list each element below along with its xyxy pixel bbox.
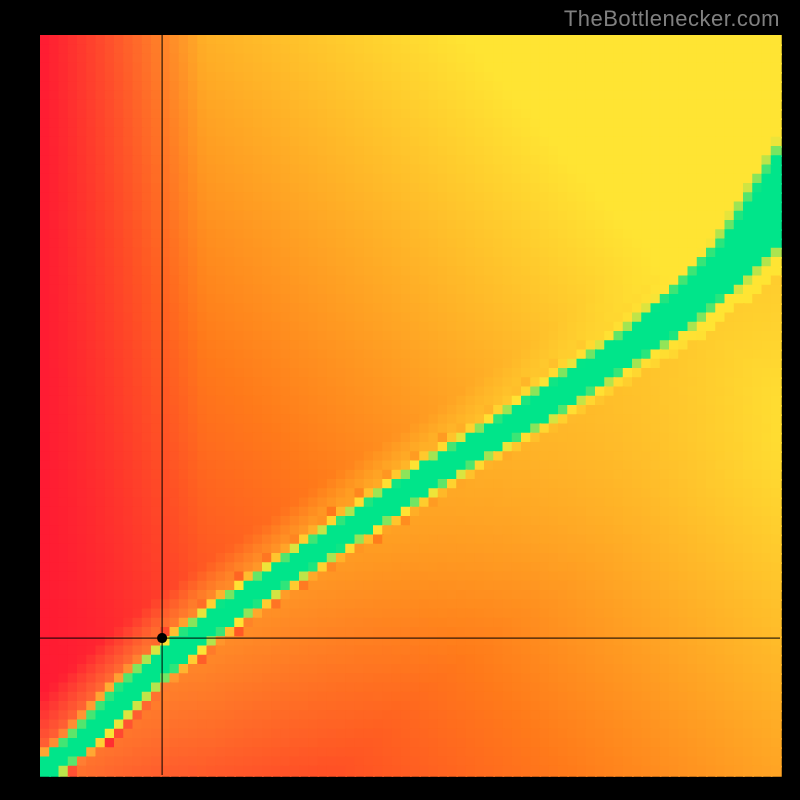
heatmap-canvas [0,0,800,800]
watermark-text: TheBottlenecker.com [564,6,780,32]
